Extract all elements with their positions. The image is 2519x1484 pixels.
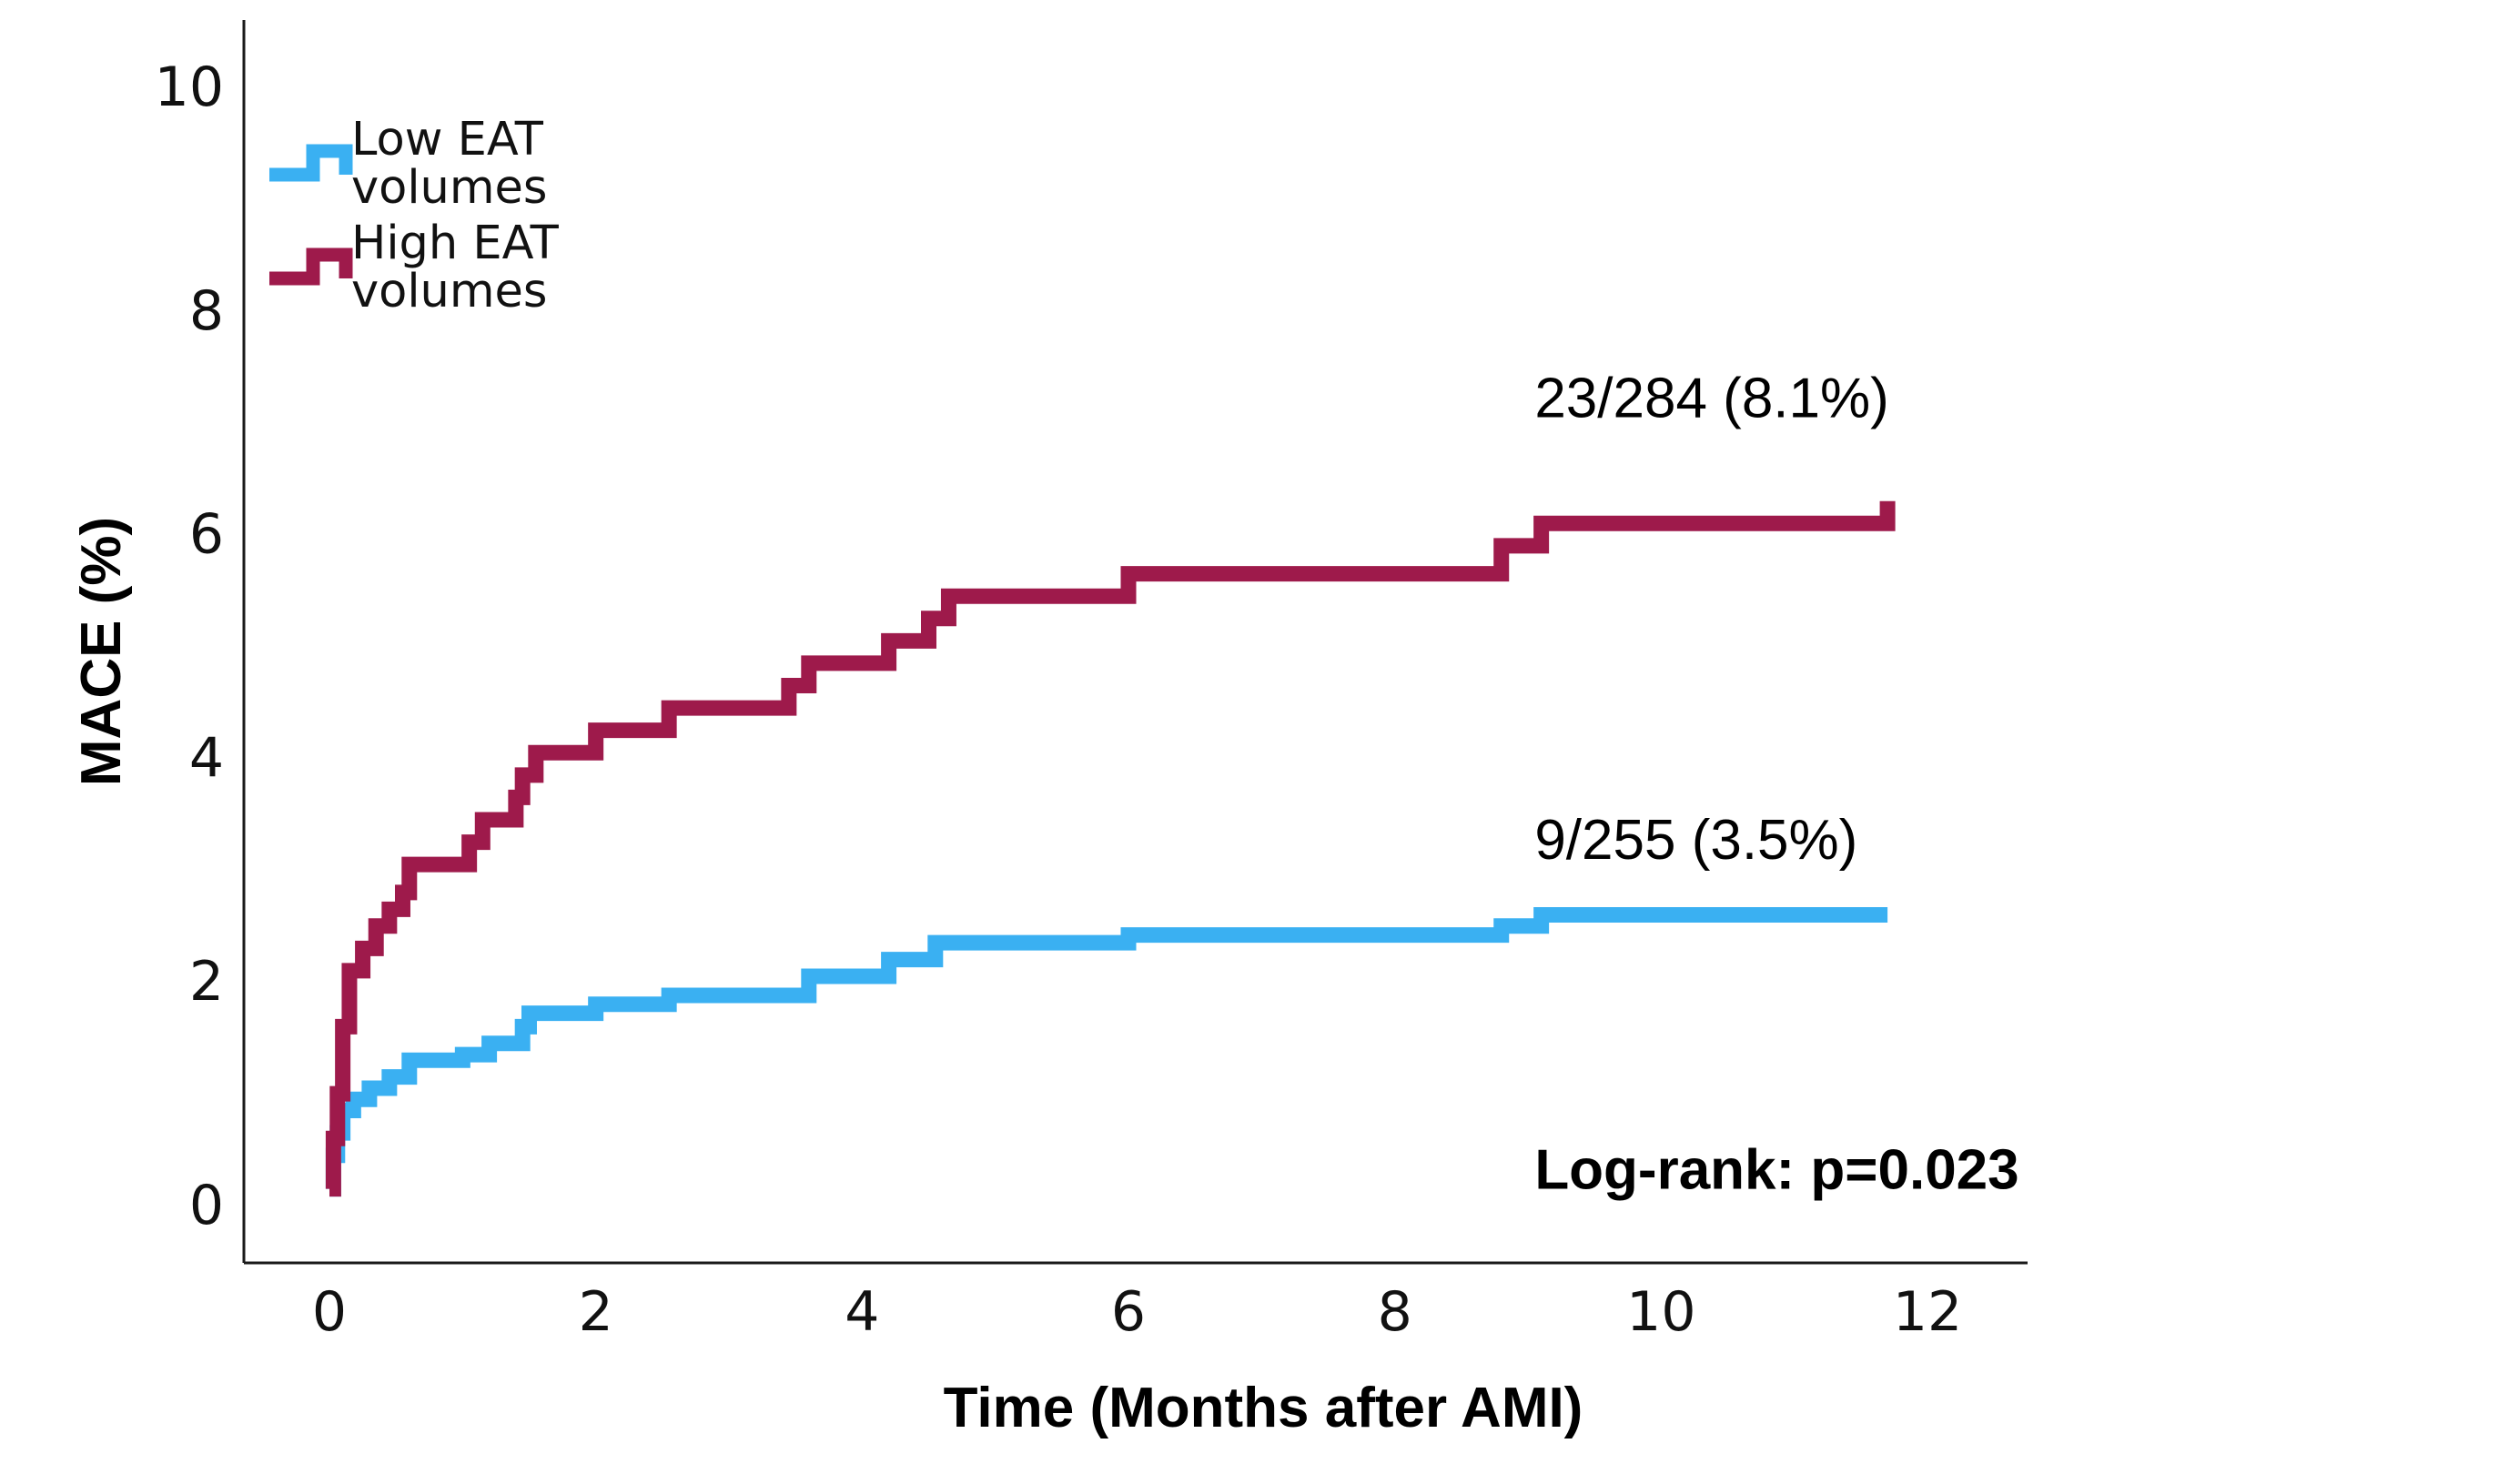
y-tick-label: 0 xyxy=(189,1174,224,1237)
x-axis-title: Time (Months after AMI) xyxy=(944,1377,1583,1439)
legend-label: High EAT xyxy=(351,217,560,270)
log-rank-annotation: Log-rank: p=0.023 xyxy=(1534,1139,2018,1202)
x-tick-label: 4 xyxy=(845,1280,879,1344)
y-tick-labels: 0 2 4 6 8 10 xyxy=(155,56,224,1237)
x-tick-label: 2 xyxy=(579,1280,613,1344)
y-axis-title: MACE (%) xyxy=(70,517,133,786)
legend-swatch xyxy=(269,247,353,286)
legend-swatch xyxy=(269,144,353,182)
series-line-high-eat xyxy=(325,500,1896,1197)
series-line-low-eat xyxy=(325,906,1888,1197)
legend-label: volumes xyxy=(351,265,548,318)
series-layer xyxy=(325,500,1896,1197)
x-tick-label: 0 xyxy=(312,1280,347,1344)
legend-label: volumes xyxy=(351,161,548,215)
x-tick-label: 12 xyxy=(1893,1280,1962,1344)
annotations: 23/284 (8.1%) 9/255 (3.5%) Log-rank: p=0.0… xyxy=(1534,368,2018,1202)
event-count-annotation: 23/284 (8.1%) xyxy=(1534,368,1888,430)
y-tick-label: 10 xyxy=(155,56,224,119)
event-count-annotation: 9/255 (3.5%) xyxy=(1534,809,1857,872)
legend-label: Low EAT xyxy=(351,113,544,167)
x-tick-labels: 0 2 4 6 8 10 12 xyxy=(312,1280,1962,1344)
y-tick-label: 8 xyxy=(189,279,224,343)
y-tick-label: 6 xyxy=(189,503,224,567)
x-tick-label: 10 xyxy=(1626,1280,1695,1344)
y-tick-label: 2 xyxy=(189,950,224,1014)
x-tick-label: 8 xyxy=(1378,1280,1412,1344)
axes-group xyxy=(242,20,2028,1265)
x-tick-label: 6 xyxy=(1111,1280,1146,1344)
y-tick-label: 4 xyxy=(189,726,224,790)
